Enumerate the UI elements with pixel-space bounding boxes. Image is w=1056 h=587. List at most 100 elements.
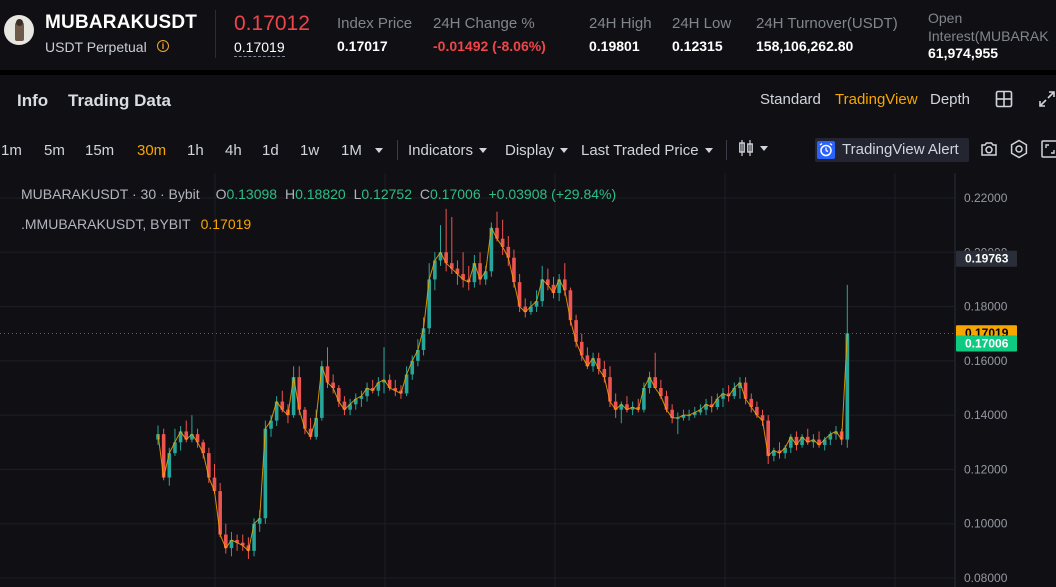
tradingview-alert-button[interactable]: TradingView Alert	[815, 138, 969, 162]
candle-body	[596, 358, 601, 369]
candle-body	[291, 377, 296, 416]
candle-body	[619, 404, 624, 410]
tradingview-alert-label: TradingView Alert	[842, 141, 959, 158]
candle-body	[591, 358, 595, 367]
candle-body	[517, 282, 522, 307]
chart-legend-main: MUBARAKUSDT · 30 · Bybit O0.13098 H0.188…	[21, 186, 616, 202]
timeframe-30m[interactable]: 30m	[137, 142, 167, 159]
candle-body	[766, 420, 770, 456]
candle-body	[201, 442, 205, 454]
candle-body	[472, 263, 477, 283]
candlestick-icon	[739, 140, 753, 156]
view-standard[interactable]: Standard	[760, 91, 821, 108]
coin-avatar-icon	[4, 15, 34, 45]
candle-body	[743, 382, 748, 399]
candle-body	[337, 388, 341, 402]
contract-type: USDT Perpetual	[45, 39, 147, 55]
mark-price[interactable]: 0.17019	[234, 39, 285, 57]
candle-body	[732, 388, 737, 397]
index-price-value: 0.17017	[337, 38, 388, 54]
candle-body	[557, 279, 561, 293]
candle-body	[331, 382, 335, 388]
candlestick-chart[interactable]: 0.220000.200000.180000.160000.140000.120…	[0, 173, 1056, 587]
candle-body	[280, 401, 285, 410]
timeframe-1w[interactable]: 1w	[300, 142, 320, 159]
y-axis-tick-label: 0.16000	[964, 354, 1008, 368]
candle-body	[297, 377, 302, 410]
timeframe-5m[interactable]: 5m	[44, 142, 65, 159]
view-tradingview[interactable]: TradingView	[835, 91, 918, 108]
timeframe-1d[interactable]: 1d	[262, 142, 279, 159]
open-interest-label-line1: Open	[928, 10, 963, 26]
candle-body	[805, 436, 810, 443]
candle-body	[376, 382, 381, 391]
candle-body	[483, 271, 488, 280]
candle-body	[455, 268, 460, 274]
candle-body	[647, 377, 652, 388]
candle-body	[218, 491, 222, 535]
candle-body	[574, 320, 578, 342]
low-label: 24H Low	[672, 15, 732, 32]
candle-body	[235, 540, 239, 543]
candle-body	[534, 301, 539, 307]
open-interest-value: 61,974,955	[928, 45, 999, 61]
timeframe-4h[interactable]: 4h	[225, 142, 242, 159]
candle-body	[760, 415, 765, 421]
view-depth[interactable]: Depth	[930, 91, 971, 108]
candle-body	[342, 401, 347, 410]
candle-body	[755, 407, 759, 416]
tab-trading-data[interactable]: Trading Data	[68, 91, 171, 110]
timeframe-1M[interactable]: 1M	[341, 142, 362, 159]
timeframe-15m[interactable]: 15m	[85, 142, 115, 159]
expand-icon[interactable]	[1038, 90, 1056, 108]
tab-info[interactable]: Info	[17, 91, 49, 110]
candle-body	[489, 227, 494, 272]
timeframe-1h[interactable]: 1h	[187, 142, 204, 159]
price-source-dropdown[interactable]: Last Traded Price	[581, 142, 713, 159]
candle-body	[382, 379, 386, 383]
legend-close: 0.17006	[430, 186, 481, 202]
more-timeframes-chevron-down-icon[interactable]	[369, 142, 383, 159]
candle-body	[613, 401, 618, 410]
high-label: 24H High	[589, 15, 652, 32]
candle-body	[540, 279, 544, 302]
candle-body	[659, 388, 663, 397]
candle-body	[461, 274, 465, 280]
candle-body	[320, 366, 324, 418]
chart-type-dropdown[interactable]	[738, 139, 768, 157]
legend-index-symbol: .MMUBARAKUSDT, BYBIT	[21, 216, 191, 232]
candle-body	[167, 453, 172, 478]
high-value: 0.19801	[589, 38, 640, 54]
candle-body	[450, 263, 454, 269]
candle-body	[303, 409, 307, 429]
candle-body	[416, 350, 420, 361]
change-label: 24H Change %	[433, 15, 535, 32]
last-price: 0.17012	[234, 12, 310, 35]
info-icon[interactable]: i	[157, 40, 169, 52]
candle-body	[240, 542, 245, 546]
camera-icon[interactable]	[979, 139, 999, 159]
candle-body	[438, 252, 443, 261]
indicators-dropdown[interactable]: Indicators	[408, 142, 488, 159]
gear-icon[interactable]	[1009, 139, 1029, 159]
candle-body	[715, 398, 720, 407]
candle-body	[246, 545, 251, 551]
candle-body	[783, 447, 787, 454]
layout-grid-icon[interactable]	[995, 90, 1013, 108]
chart-area[interactable]: 0.220000.200000.180000.160000.140000.120…	[0, 173, 1056, 587]
candle-body	[410, 360, 415, 375]
symbol-name[interactable]: MUBARAKUSDT	[45, 12, 198, 33]
candle-body	[789, 436, 793, 448]
turnover-label: 24H Turnover(USDT)	[756, 15, 898, 32]
display-dropdown[interactable]: Display	[505, 142, 569, 159]
fullscreen-icon[interactable]	[1040, 139, 1056, 159]
legend-low: 0.12752	[361, 186, 412, 202]
timeframe-1m[interactable]: 1m	[1, 142, 22, 159]
candle-body	[551, 284, 556, 293]
alarm-clock-icon	[817, 141, 835, 159]
ticker-header: MUBARAKUSDT USDT Perpetual i 0.17012 0.1…	[0, 0, 1056, 70]
candle-body	[568, 290, 573, 321]
candle-body	[670, 409, 674, 418]
candle-body	[630, 407, 635, 410]
price-marker-label: 0.19763	[965, 252, 1009, 266]
